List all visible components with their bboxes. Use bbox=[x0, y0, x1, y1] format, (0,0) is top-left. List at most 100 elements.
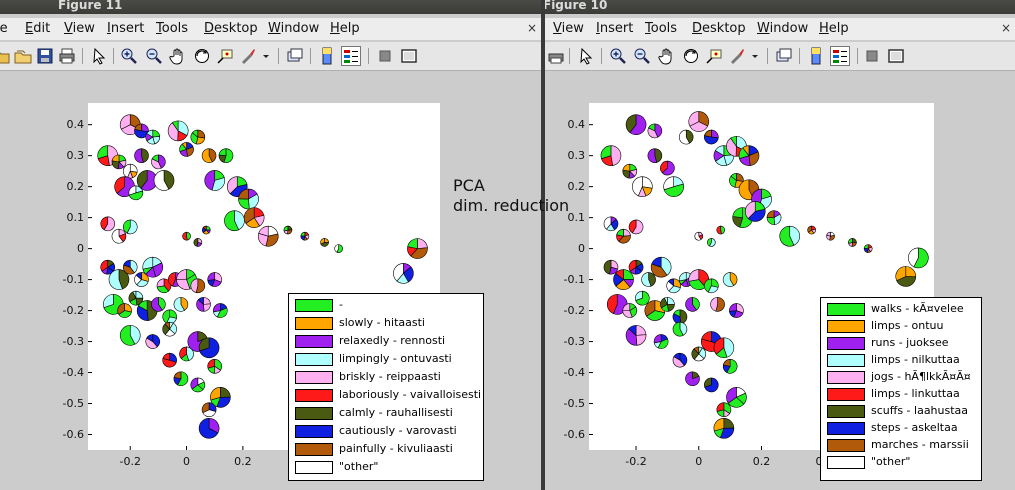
menu-file[interactable]: le bbox=[0, 21, 8, 36]
chevron-down-icon[interactable] bbox=[261, 47, 271, 65]
data-cursor-icon[interactable] bbox=[705, 47, 723, 65]
pie-slice bbox=[135, 272, 142, 281]
pie-slice bbox=[207, 359, 216, 369]
menu-view[interactable]: View bbox=[553, 21, 584, 36]
pie-glyph bbox=[218, 148, 234, 163]
colorbar-icon[interactable] bbox=[318, 47, 336, 65]
pie-slice bbox=[123, 259, 131, 268]
pointer-icon[interactable] bbox=[90, 47, 108, 65]
link-plot-icon[interactable] bbox=[775, 47, 793, 65]
pie-glyph bbox=[134, 123, 149, 139]
zoom-out-icon[interactable] bbox=[145, 47, 163, 65]
pca-annotation: PCA dim. reduction bbox=[453, 176, 569, 216]
menu-window[interactable]: Window bbox=[268, 21, 320, 36]
pie-slice bbox=[654, 123, 663, 138]
pie-slice bbox=[723, 337, 735, 358]
pan-hand-icon[interactable] bbox=[658, 47, 676, 65]
pie-slice bbox=[646, 310, 665, 321]
data-cursor-icon[interactable] bbox=[216, 47, 234, 65]
pie-glyph bbox=[122, 259, 138, 275]
pan-hand-icon[interactable] bbox=[169, 47, 187, 65]
menu-edit[interactable]: Edit bbox=[25, 21, 51, 36]
pie-slice bbox=[679, 309, 688, 325]
pie-slice bbox=[738, 179, 754, 201]
pointer-icon[interactable] bbox=[577, 47, 595, 65]
pie-glyph bbox=[666, 278, 681, 294]
pie-glyph bbox=[641, 272, 656, 287]
zoom-in-icon[interactable] bbox=[120, 47, 138, 65]
rotate-3d-icon[interactable] bbox=[193, 47, 211, 65]
legend-icon[interactable] bbox=[830, 46, 850, 66]
legend[interactable]: walks - kÃ¤velee limps - ontuu runs - ju… bbox=[820, 297, 982, 481]
legend-swatch bbox=[827, 371, 865, 384]
close-icon[interactable]: × bbox=[1000, 21, 1011, 35]
menu-insert[interactable]: Insert bbox=[107, 21, 145, 36]
title-bar[interactable]: Figure 11 bbox=[0, 0, 541, 14]
open-folder-icon[interactable] bbox=[0, 47, 10, 65]
pie-slice bbox=[97, 145, 109, 160]
pie-slice bbox=[692, 297, 700, 311]
legend-label: briskly - reippaasti bbox=[339, 370, 441, 383]
pie-slice bbox=[171, 120, 179, 132]
legend[interactable]: - slowly - hitaasti relaxedly - rennosti… bbox=[288, 293, 484, 481]
show-plot-tools-icon[interactable] bbox=[887, 47, 905, 65]
zoom-in-icon[interactable] bbox=[609, 47, 627, 65]
pie-slice bbox=[334, 244, 339, 253]
close-icon[interactable]: × bbox=[526, 21, 537, 35]
legend-swatch bbox=[827, 388, 865, 401]
pie-slice bbox=[320, 238, 325, 245]
y-tick-label: -0.2 bbox=[62, 303, 84, 317]
menu-window[interactable]: Window bbox=[757, 21, 809, 36]
print-icon[interactable] bbox=[547, 47, 565, 65]
pie-slice bbox=[128, 190, 144, 201]
chevron-down-icon[interactable] bbox=[750, 47, 760, 65]
pie-slice bbox=[193, 238, 199, 247]
menu-desktop[interactable]: Desktop bbox=[692, 21, 746, 36]
menu-tools[interactable]: Tools bbox=[156, 21, 189, 36]
pie-glyph bbox=[722, 359, 738, 374]
pie-slice bbox=[736, 173, 744, 182]
legend-icon[interactable] bbox=[341, 46, 361, 66]
open-file-icon[interactable] bbox=[14, 47, 32, 65]
menu-help[interactable]: Help bbox=[330, 21, 360, 36]
link-plot-icon[interactable] bbox=[286, 47, 304, 65]
y-tick-label: -0.3 bbox=[62, 334, 84, 348]
pie-glyph bbox=[616, 228, 631, 244]
menu-help[interactable]: Help bbox=[819, 21, 849, 36]
x-tick-label: 0 bbox=[695, 455, 703, 468]
pie-slice bbox=[103, 216, 116, 232]
y-tick-label: 0.2 bbox=[66, 179, 85, 193]
pie-slice bbox=[181, 142, 187, 151]
pie-slice bbox=[162, 352, 170, 361]
pie-scatter-plot bbox=[88, 114, 428, 450]
pie-slice bbox=[631, 219, 644, 235]
pie-slice bbox=[905, 266, 917, 278]
pie-slice bbox=[661, 160, 675, 176]
hide-plot-tools-icon[interactable] bbox=[863, 47, 881, 65]
pie-slice bbox=[600, 145, 612, 160]
print-icon[interactable] bbox=[58, 47, 76, 65]
show-plot-tools-icon[interactable] bbox=[400, 47, 418, 65]
hide-plot-tools-icon[interactable] bbox=[376, 47, 394, 65]
pie-glyph bbox=[744, 201, 766, 222]
brush-icon[interactable] bbox=[239, 47, 257, 65]
brush-icon[interactable] bbox=[728, 47, 746, 65]
menu-insert[interactable]: Insert bbox=[596, 21, 634, 36]
legend-swatch bbox=[295, 425, 333, 438]
rotate-3d-icon[interactable] bbox=[682, 47, 700, 65]
menu-view[interactable]: View bbox=[64, 21, 95, 36]
menu-desktop[interactable]: Desktop bbox=[204, 21, 258, 36]
pie-slice bbox=[151, 154, 159, 163]
pie-slice bbox=[211, 177, 226, 191]
menu-tools[interactable]: Tools bbox=[645, 21, 678, 36]
pie-glyph bbox=[647, 148, 663, 163]
colorbar-icon[interactable] bbox=[807, 47, 825, 65]
pie-glyph bbox=[691, 346, 707, 362]
pie-slice bbox=[197, 297, 204, 306]
pie-glyph bbox=[613, 269, 634, 290]
pie-slice bbox=[779, 225, 795, 247]
pie-glyph bbox=[826, 231, 835, 241]
title-bar[interactable]: Figure 10 bbox=[545, 0, 1015, 14]
save-icon[interactable] bbox=[36, 47, 54, 65]
zoom-out-icon[interactable] bbox=[633, 47, 651, 65]
